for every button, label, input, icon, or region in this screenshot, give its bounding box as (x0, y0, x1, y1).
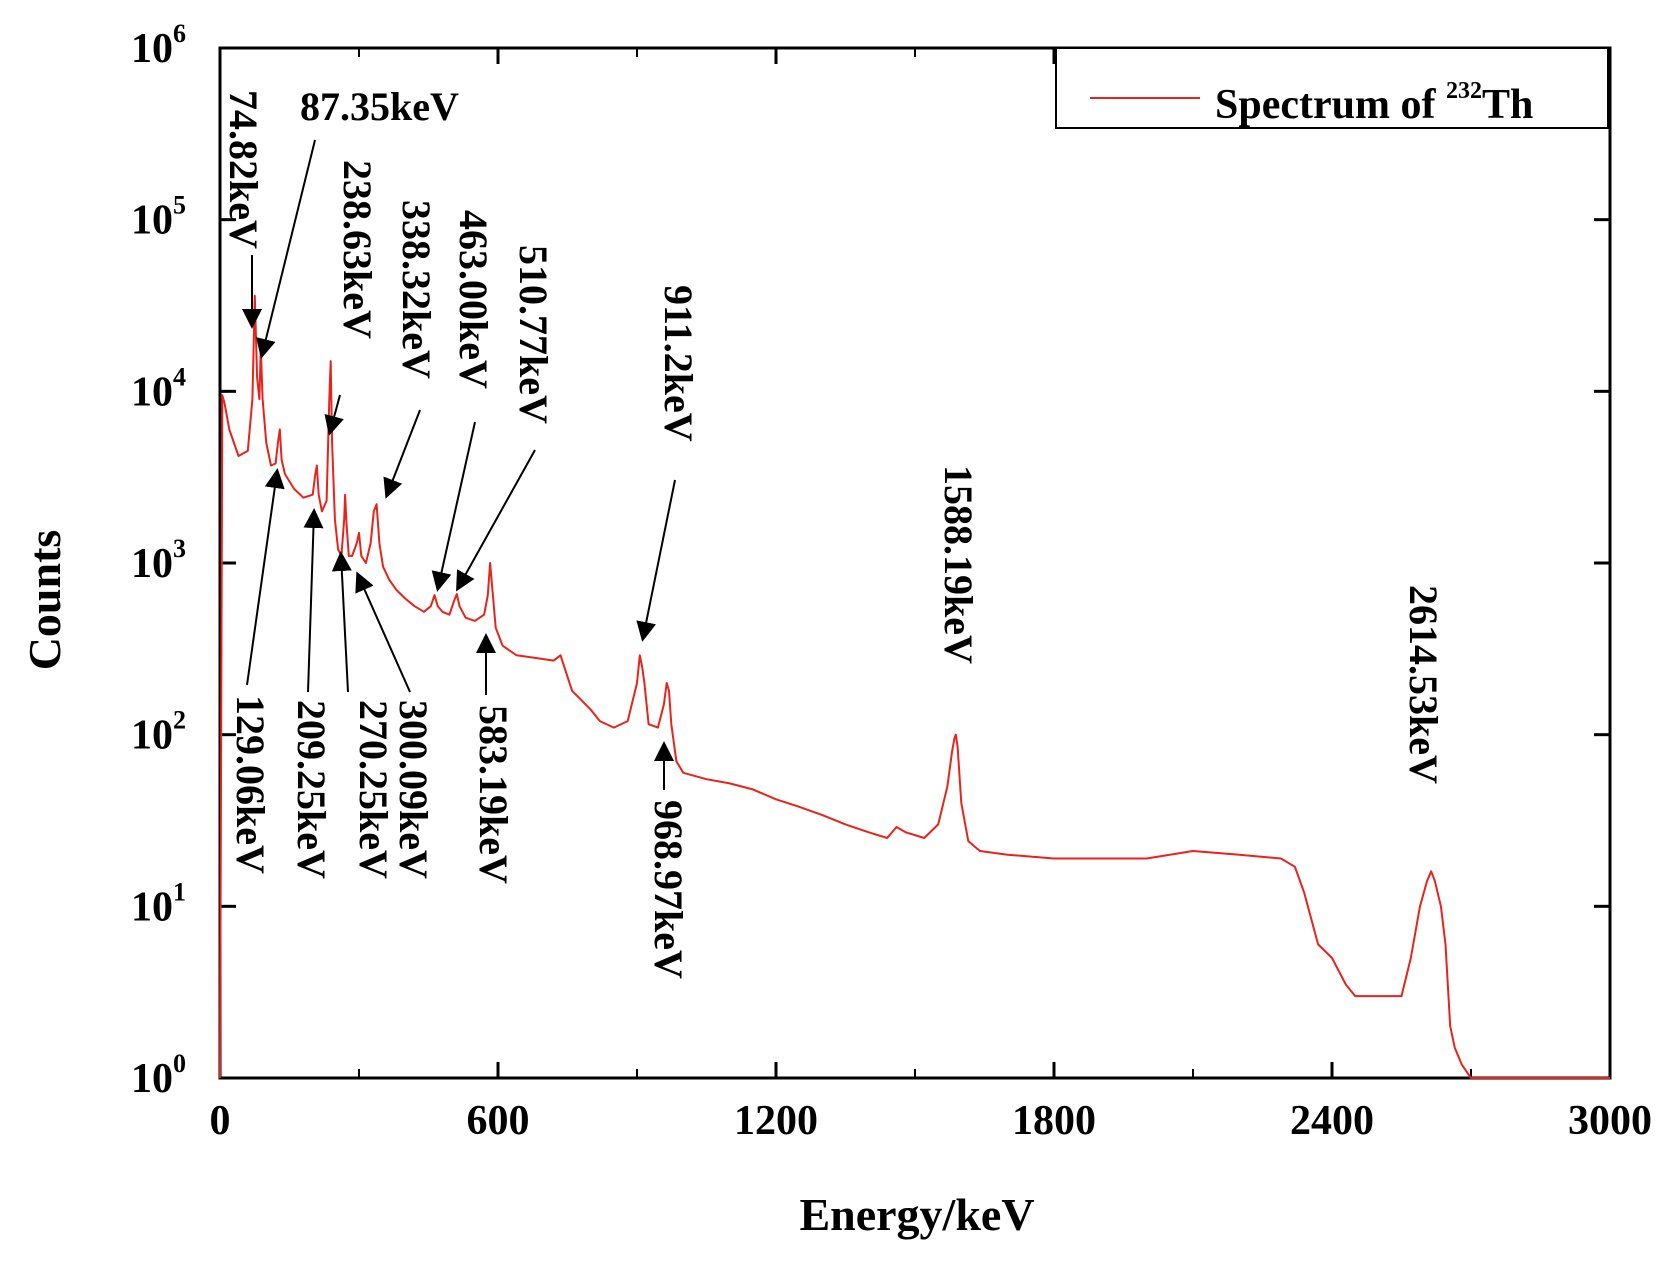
peak-label: 74.82keV (221, 90, 266, 249)
legend-label: Spectrum of 232Th (1215, 78, 1533, 128)
peak-arrow (383, 409, 421, 499)
legend: Spectrum of 232Th (1055, 47, 1609, 129)
peak-label: 968.97keV (646, 800, 691, 979)
y-tick-label: 102 (131, 706, 186, 759)
x-tick-label: 1200 (734, 1098, 818, 1144)
y-tick-label: 103 (131, 534, 186, 587)
y-tick-label: 105 (131, 191, 186, 244)
y-tick-label: 104 (131, 362, 186, 415)
peak-label: 270.25keV (351, 700, 396, 879)
x-tick-label: 3000 (1568, 1098, 1652, 1144)
y-tick-label: 101 (131, 877, 186, 930)
peak-arrow (324, 394, 344, 436)
legend-label-superscript: 232 (1446, 78, 1482, 104)
peak-arrow (456, 449, 536, 592)
peak-annotations: 74.82keV 87.35keV 238.63keV 338.32keV 463.00… (221, 84, 1446, 979)
peak-label: 463.00keV (451, 210, 496, 389)
peak-label: 510.77keV (511, 245, 556, 424)
legend-box (1055, 47, 1609, 129)
y-axis-label: Counts (19, 530, 70, 671)
peak-label: 238.63keV (335, 160, 380, 339)
axis-ticks: 0 600 1200 1800 2400 3000 100 101 102 103 104 105 10… (131, 19, 1652, 1144)
peak-label: 583.19keV (471, 705, 516, 884)
peak-arrow (303, 508, 324, 693)
legend-label-suffix: Th (1482, 82, 1533, 128)
peak-label: 300.09keV (391, 700, 436, 879)
x-tick-label: 0 (210, 1098, 231, 1144)
peak-arrow (256, 139, 316, 359)
series-layer (219, 294, 1610, 1079)
peak-arrow (636, 479, 676, 642)
peak-label: 87.35keV (300, 84, 459, 129)
series-line (219, 294, 1610, 1079)
x-tick-label: 2400 (1290, 1098, 1374, 1144)
peak-label: 129.06keV (228, 695, 273, 874)
y-tick-label: 100 (131, 1049, 186, 1102)
x-axis-label: Energy/keV (799, 1189, 1034, 1240)
x-tick-label: 600 (467, 1098, 530, 1144)
legend-label-prefix: Spectrum of (1215, 82, 1446, 128)
peak-label: 2614.53keV (1401, 585, 1446, 784)
peak-arrow (431, 421, 476, 592)
peak-label: 209.25keV (289, 700, 334, 879)
y-tick-label: 106 (131, 19, 186, 72)
peak-arrow (246, 468, 285, 686)
peak-label: 1588.19keV (936, 465, 981, 664)
peak-label: 338.32keV (394, 200, 439, 379)
peak-arrow (355, 571, 411, 693)
peak-label: 911.2keV (656, 285, 701, 442)
x-tick-label: 1800 (1012, 1098, 1096, 1144)
peak-arrow (331, 551, 352, 693)
